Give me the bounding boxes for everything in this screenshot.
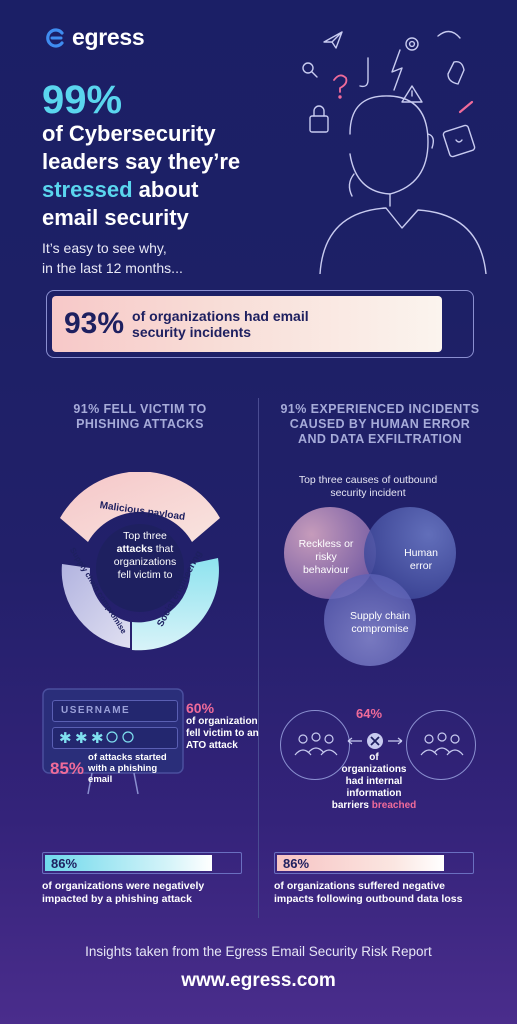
paper-plane-icon <box>323 31 343 49</box>
causes-venn-diagram <box>284 507 456 666</box>
question-mark-icon <box>333 74 348 93</box>
data-loss-caption: of organizations suffered negative impac… <box>274 880 463 905</box>
hero-highlight: stressed <box>42 177 133 202</box>
venn-label-reckless: Reckless or risky behaviour <box>298 538 354 576</box>
banner-stat: 93% <box>64 307 125 340</box>
at-sign-icon <box>405 37 419 51</box>
hero-sub-2: in the last 12 months... <box>42 260 183 276</box>
right-title-line-2: CAUSED BY HUMAN ERROR <box>289 417 471 431</box>
donut-center-bold: attacks <box>116 543 153 555</box>
donut-center-text: Top three attacks that organizations fel… <box>102 530 188 582</box>
donut-center-1: Top three <box>123 530 167 542</box>
egress-logo-icon <box>46 27 64 48</box>
phishing-start-pct: 85% <box>50 758 85 778</box>
data-loss-bar-fill: 86% <box>277 855 444 871</box>
hero-line-2: leaders say they’re <box>42 149 241 174</box>
left-title-line-1: 91% FELL VICTIM TO <box>73 402 207 416</box>
barrier-text-3: had internal information <box>345 776 403 799</box>
hero-line-3-rest: about <box>132 177 199 202</box>
venn-circle-supply-chain <box>324 574 416 666</box>
magnifier-icon <box>302 62 314 74</box>
password-asterisks-icon: ✱ ✱ ✱ <box>59 729 134 747</box>
section-divider <box>258 398 259 918</box>
fish-hook-icon <box>359 57 369 88</box>
shield-icon <box>442 124 476 158</box>
barrier-text-2: organizations <box>341 764 407 775</box>
pencil-icon <box>458 100 474 114</box>
stressed-person-illustration <box>302 30 487 274</box>
barrier-text: of organizations had internal informatio… <box>320 752 428 812</box>
brand-name: egress <box>72 24 145 50</box>
venn-label-supply-chain: Supply chain compromise <box>349 610 411 635</box>
donut-center-2: that <box>155 543 174 555</box>
venn-circle-human-error <box>364 507 456 599</box>
phishing-start-text: of attacks started with a phishing email <box>88 752 167 785</box>
right-title-line-1: 91% EXPERIENCED INCIDENTS <box>280 402 480 416</box>
venn-circle-reckless <box>284 507 376 599</box>
people-group-icon <box>420 732 464 756</box>
phishing-impact-bar-fill: 86% <box>45 855 212 871</box>
banner-text: of organizations had email security inci… <box>132 308 309 340</box>
left-title-line-2: PHISHING ATTACKS <box>76 417 204 431</box>
hero-sub-1: It’s easy to see why, <box>42 240 167 256</box>
attacks-donut: Malicious payload Social engineering Sup… <box>60 472 220 651</box>
lightning-icon <box>391 49 403 91</box>
svg-text:✱: ✱ <box>59 729 72 746</box>
right-title-line-3: AND DATA EXFILTRATION <box>298 432 462 446</box>
phishing-impact-caption: of organizations were negatively impacte… <box>42 880 205 905</box>
barrier-text-1: of <box>369 752 379 763</box>
venn-title: Top three causes of outbound security in… <box>298 474 438 499</box>
group-left-circle <box>280 710 350 780</box>
donut-center-4: fell victim to <box>117 569 173 581</box>
svg-text:✱: ✱ <box>91 729 104 746</box>
password-field: ✱ ✱ ✱ <box>52 727 178 749</box>
ato-stat-pct: 60% <box>186 700 215 716</box>
incidents-banner: 93% of organizations had email security … <box>52 296 442 352</box>
barrier-text-breached: breached <box>371 800 417 811</box>
brand-logo: egress <box>46 24 145 51</box>
phishing-impact-pct: 86% <box>51 855 78 871</box>
data-loss-pct: 86% <box>283 855 310 871</box>
venn-label-human-error: Human error <box>404 547 438 572</box>
donut-segment-social-engineering <box>132 558 219 651</box>
phishing-start-stat: 85% of attacks started with a phishing e… <box>50 752 168 785</box>
group-right-circle <box>406 710 476 780</box>
hero-line-3: stressed about <box>42 176 282 204</box>
people-group-icon <box>294 732 338 756</box>
barrier-text-4: barriers <box>331 800 369 811</box>
footer-note: Insights taken from the Egress Email Sec… <box>85 944 432 959</box>
svg-text:✱: ✱ <box>75 729 88 746</box>
hero-headline: of Cybersecurity leaders say they’re str… <box>42 120 282 232</box>
hero-line-1: of Cybersecurity <box>42 121 216 146</box>
hero-stat: 99% <box>42 78 123 122</box>
donut-segment-malicious-payload <box>60 472 220 542</box>
banner-frame <box>46 290 474 358</box>
username-field: USERNAME <box>52 700 178 722</box>
footer-url-link[interactable]: www.egress.com <box>181 970 336 991</box>
hero-line-4: email security <box>42 205 189 230</box>
right-section-title: 91% EXPERIENCED INCIDENTS CAUSED BY HUMA… <box>270 402 490 447</box>
padlock-icon <box>309 115 329 133</box>
barrier-blocked-icon <box>347 733 403 749</box>
donut-center-3: organizations <box>113 556 177 568</box>
phishing-impact-bar: 86% <box>42 852 242 874</box>
ato-stat: 60% of organization fell victim to an AT… <box>186 700 266 752</box>
data-loss-bar: 86% <box>274 852 474 874</box>
left-section-title: 91% FELL VICTIM TO PHISHING ATTACKS <box>40 402 240 432</box>
mouse-icon <box>447 60 465 85</box>
hero-subline: It’s easy to see why, in the last 12 mon… <box>42 238 242 278</box>
ato-stat-text: of organization fell victim to an ATO at… <box>186 716 259 751</box>
barrier-stat: 64% <box>356 706 383 721</box>
